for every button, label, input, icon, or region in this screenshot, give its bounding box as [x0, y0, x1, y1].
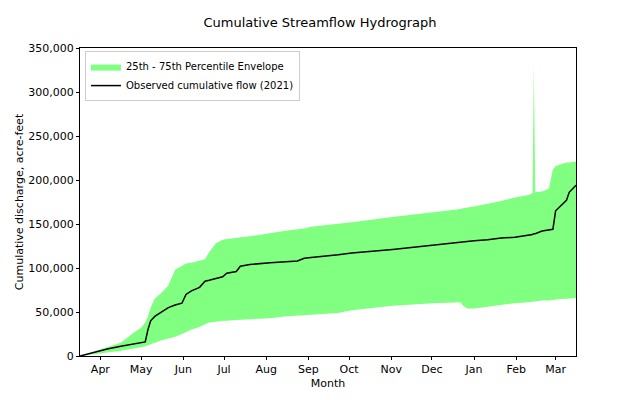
svg-text:Feb: Feb — [506, 363, 525, 376]
svg-text:Cumulative Streamflow Hydrogra: Cumulative Streamflow Hydrograph — [203, 15, 436, 30]
svg-text:Jan: Jan — [465, 363, 483, 376]
svg-text:250,000: 250,000 — [28, 130, 74, 143]
svg-text:Observed cumulative flow (2021: Observed cumulative flow (2021) — [126, 80, 293, 91]
svg-text:Aug: Aug — [255, 363, 276, 376]
svg-text:350,000: 350,000 — [28, 42, 74, 55]
svg-text:May: May — [130, 363, 153, 376]
svg-text:Dec: Dec — [421, 363, 442, 376]
svg-text:Mar: Mar — [545, 363, 566, 376]
svg-text:Nov: Nov — [380, 363, 402, 376]
svg-text:25th - 75th Percentile Envelop: 25th - 75th Percentile Envelope — [126, 61, 284, 72]
svg-text:100,000: 100,000 — [28, 262, 74, 275]
svg-text:300,000: 300,000 — [28, 86, 74, 99]
svg-text:50,000: 50,000 — [35, 306, 74, 319]
svg-text:Cumulative discharge, acre-fee: Cumulative discharge, acre-feet — [13, 113, 26, 290]
svg-text:200,000: 200,000 — [28, 174, 74, 187]
svg-text:150,000: 150,000 — [28, 218, 74, 231]
svg-text:Oct: Oct — [340, 363, 360, 376]
svg-text:Month: Month — [311, 377, 346, 390]
svg-text:Jul: Jul — [216, 363, 230, 376]
svg-text:0: 0 — [67, 350, 74, 363]
svg-text:Jun: Jun — [174, 363, 192, 376]
svg-text:Apr: Apr — [91, 363, 111, 376]
svg-text:Sep: Sep — [298, 363, 319, 376]
